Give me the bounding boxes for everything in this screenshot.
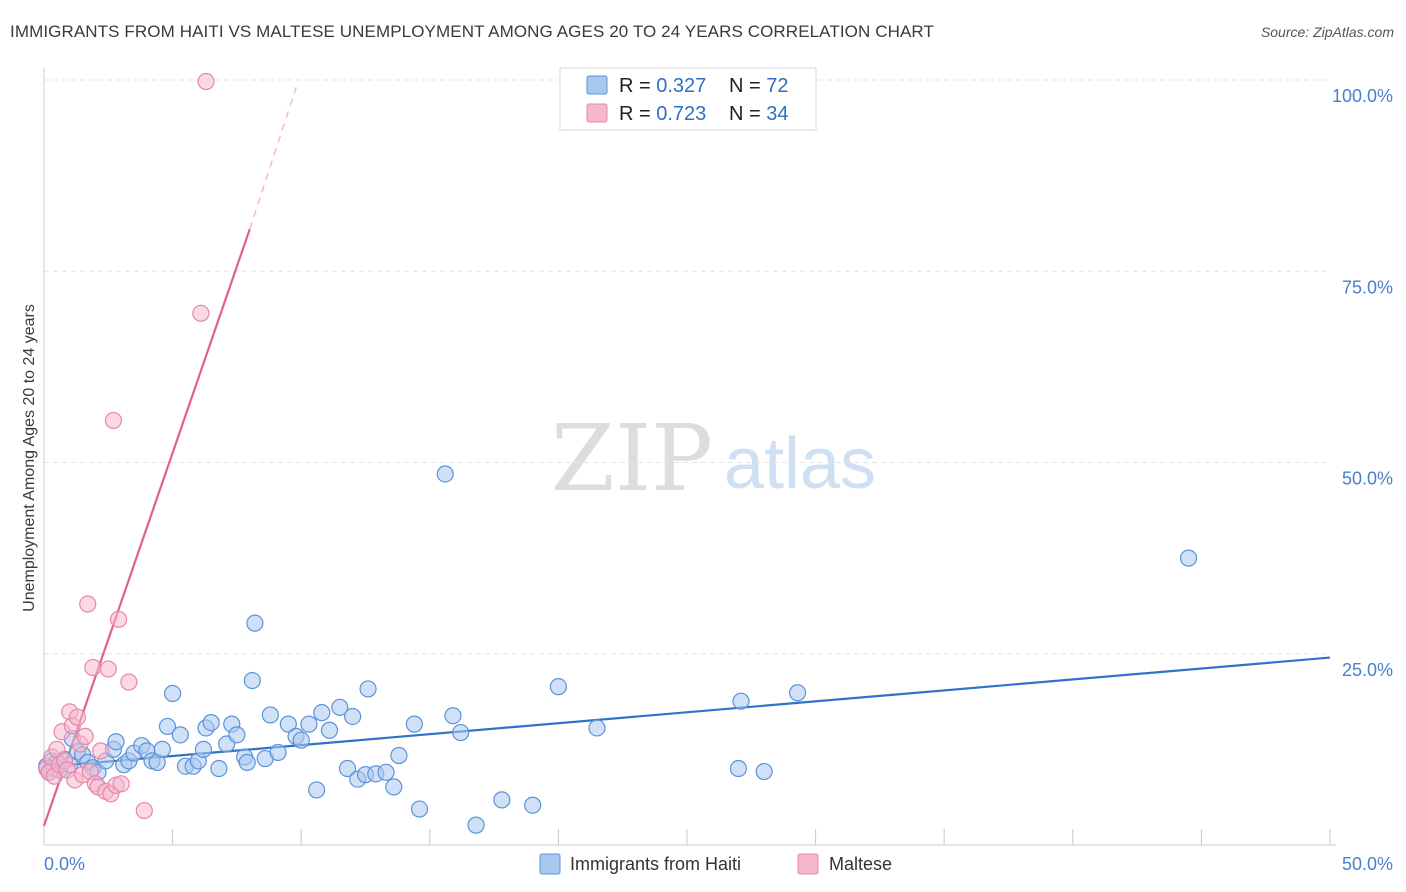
point-haiti: [194, 740, 213, 758]
point-maltese: [197, 72, 215, 91]
point-haiti: [467, 816, 485, 834]
point-haiti: [320, 721, 339, 739]
axes: [43, 68, 1336, 846]
legend-n-value: 34: [766, 103, 788, 125]
point-haiti: [292, 731, 310, 749]
point-haiti: [269, 743, 287, 762]
y-axis-title: Unemployment Among Ages 20 to 24 years: [21, 304, 38, 612]
point-maltese: [84, 658, 102, 677]
series-label-maltese: Maltese: [829, 854, 892, 874]
point-haiti: [1179, 549, 1198, 567]
point-haiti: [246, 614, 264, 632]
legend-row-maltese: R = 0.723 N = 34: [619, 103, 789, 125]
point-haiti: [164, 684, 182, 703]
chart-title: IMMIGRANTS FROM HAITI VS MALTESE UNEMPLO…: [10, 22, 934, 41]
point-haiti: [243, 671, 261, 690]
point-haiti: [452, 723, 470, 742]
point-haiti: [313, 704, 331, 722]
legend-swatch-maltese: [586, 103, 608, 123]
point-maltese: [192, 304, 210, 322]
point-haiti: [308, 781, 326, 799]
point-haiti: [436, 465, 454, 483]
y-tick-label: 50.0%: [1342, 469, 1393, 489]
point-haiti: [359, 680, 377, 698]
series-legend: Immigrants from Haiti Maltese: [539, 853, 892, 875]
point-haiti: [788, 684, 807, 702]
point-haiti: [390, 746, 408, 765]
point-haiti: [729, 759, 748, 778]
legend-n-value: 72: [766, 75, 788, 97]
watermark-atlas: atlas: [724, 424, 876, 504]
gridlines: [44, 79, 1330, 655]
point-haiti: [344, 707, 362, 726]
point-haiti: [202, 713, 220, 732]
legend-row-haiti: R = 0.327 N = 72: [619, 75, 789, 97]
point-maltese: [112, 775, 130, 793]
correlation-legend: R = 0.327 N = 72 R = 0.723 N = 34: [559, 67, 817, 131]
point-haiti: [588, 719, 606, 737]
source-label: Source: ZipAtlas.com: [1260, 24, 1394, 40]
point-maltese: [135, 801, 153, 820]
legend-r-value: 0.327: [656, 75, 706, 97]
point-haiti: [158, 717, 177, 736]
point-haiti: [755, 762, 773, 781]
point-haiti: [338, 759, 357, 778]
x-tick-label: 50.0%: [1342, 854, 1393, 874]
watermark: ZIP atlas: [551, 405, 876, 512]
point-haiti: [410, 800, 429, 818]
point-maltese: [104, 411, 123, 430]
point-haiti: [238, 753, 256, 771]
point-haiti: [405, 715, 423, 733]
point-haiti: [385, 778, 403, 796]
legend-n-label: N =: [729, 75, 766, 97]
point-haiti: [732, 692, 750, 710]
point-haiti: [107, 733, 125, 751]
point-maltese: [76, 727, 94, 745]
point-maltese: [99, 660, 117, 678]
point-haiti: [279, 715, 297, 733]
point-maltese: [91, 742, 110, 760]
point-maltese: [120, 673, 138, 691]
point-haiti: [524, 796, 542, 814]
x-tick-label: 0.0%: [44, 854, 85, 874]
point-haiti: [300, 715, 318, 733]
series-swatch-maltese: [797, 853, 819, 875]
y-tick-label: 75.0%: [1342, 277, 1393, 297]
point-haiti: [331, 698, 349, 716]
legend-r-label: R =: [619, 103, 656, 125]
trend-line-maltese-extension: [249, 87, 297, 230]
legend-swatch-haiti: [586, 75, 608, 95]
legend-r-value: 0.723: [656, 103, 706, 125]
point-maltese: [68, 708, 87, 726]
legend-n-label: N =: [729, 103, 766, 125]
y-tick-label: 100.0%: [1332, 86, 1393, 106]
watermark-zip: ZIP: [551, 405, 713, 512]
point-maltese: [79, 595, 97, 613]
point-haiti: [228, 726, 246, 744]
point-haiti: [377, 763, 395, 781]
series-swatch-haiti: [539, 853, 561, 875]
series-label-haiti: Immigrants from Haiti: [570, 854, 741, 874]
point-haiti: [444, 707, 462, 725]
data-points: [37, 72, 1198, 834]
point-haiti: [493, 791, 511, 809]
point-haiti: [549, 678, 568, 696]
point-haiti: [153, 740, 171, 758]
point-maltese: [109, 610, 128, 628]
tick-labels: 25.0% 50.0% 75.0% 100.0% 0.0% 50.0%: [44, 86, 1393, 874]
point-haiti: [171, 726, 189, 744]
point-haiti: [261, 706, 279, 724]
point-haiti: [210, 759, 228, 778]
y-tick-label: 25.0%: [1342, 660, 1393, 680]
legend-r-label: R =: [619, 75, 656, 97]
trend-line-haiti: [43, 656, 1331, 769]
